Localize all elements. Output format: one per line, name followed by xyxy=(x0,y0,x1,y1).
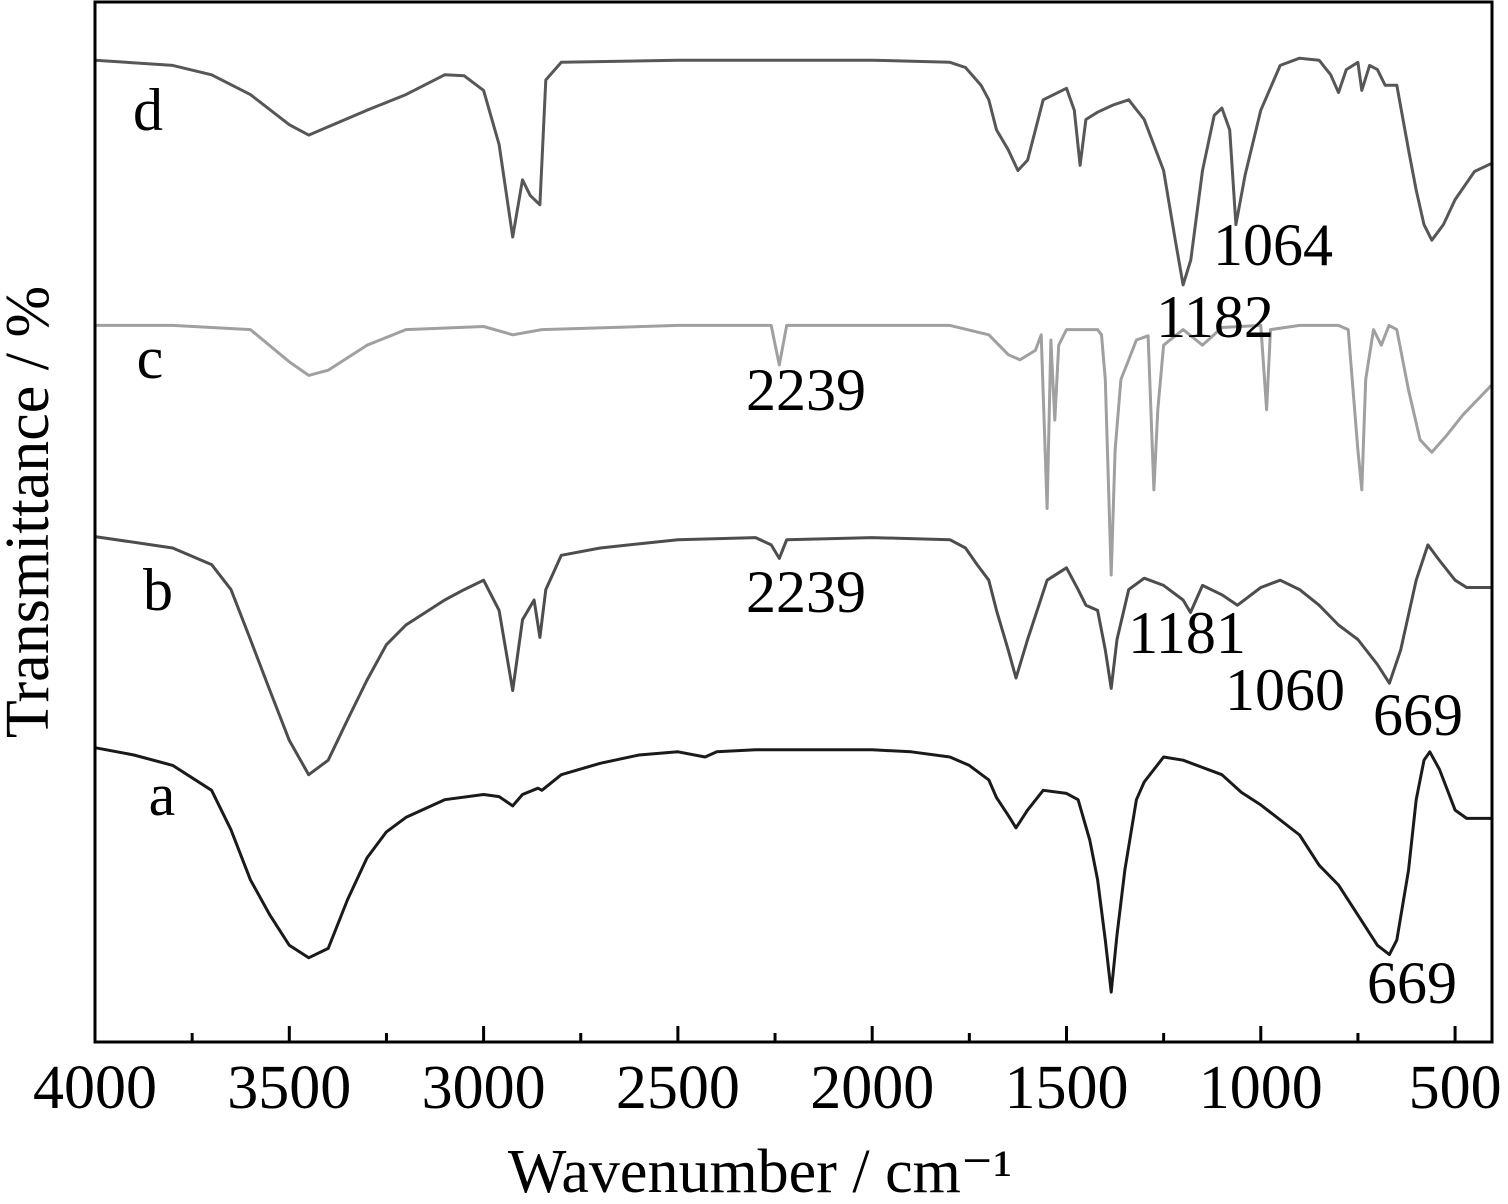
series-label-d: d xyxy=(133,77,163,143)
annotation-b-2239: 2239 xyxy=(746,559,866,625)
annotation-d-1064: 1064 xyxy=(1213,212,1333,278)
x-axis-ticks xyxy=(93,1026,1457,1042)
series-line-d xyxy=(93,56,1494,287)
x-tick-label-3000: 3000 xyxy=(422,1054,546,1122)
x-tick-label-2500: 2500 xyxy=(616,1054,740,1122)
y-axis-label: Transmittance / % xyxy=(0,286,62,738)
x-tick-label-500: 500 xyxy=(1409,1054,1502,1122)
x-axis-label: Wavenumber / cm⁻¹ xyxy=(508,1138,1012,1204)
plot-frame xyxy=(93,0,1494,1044)
x-axis-tick-labels: 4000 3500 3000 2500 2000 1500 1000 500 xyxy=(33,1054,1502,1122)
annotation-d-1182: 1182 xyxy=(1156,284,1274,350)
x-tick-label-1000: 1000 xyxy=(1199,1054,1323,1122)
x-tick-label-1500: 1500 xyxy=(1004,1054,1128,1122)
series-line-a xyxy=(93,746,1494,994)
x-tick-label-2000: 2000 xyxy=(810,1054,934,1122)
annotation-b-1060: 1060 xyxy=(1225,657,1345,723)
series-layer xyxy=(93,56,1494,994)
annotation-c-2239: 2239 xyxy=(746,357,866,423)
annotation-b-669: 669 xyxy=(1373,682,1463,748)
x-tick-label-4000: 4000 xyxy=(33,1054,157,1122)
series-label-a: a xyxy=(149,762,176,828)
annotation-b-1181: 1181 xyxy=(1128,600,1246,666)
x-tick-label-3500: 3500 xyxy=(227,1054,351,1122)
annotation-a-669: 669 xyxy=(1367,950,1457,1016)
series-line-c xyxy=(93,323,1494,577)
series-line-b xyxy=(93,535,1494,777)
series-label-c: c xyxy=(137,325,164,391)
series-label-b: b xyxy=(143,557,173,623)
